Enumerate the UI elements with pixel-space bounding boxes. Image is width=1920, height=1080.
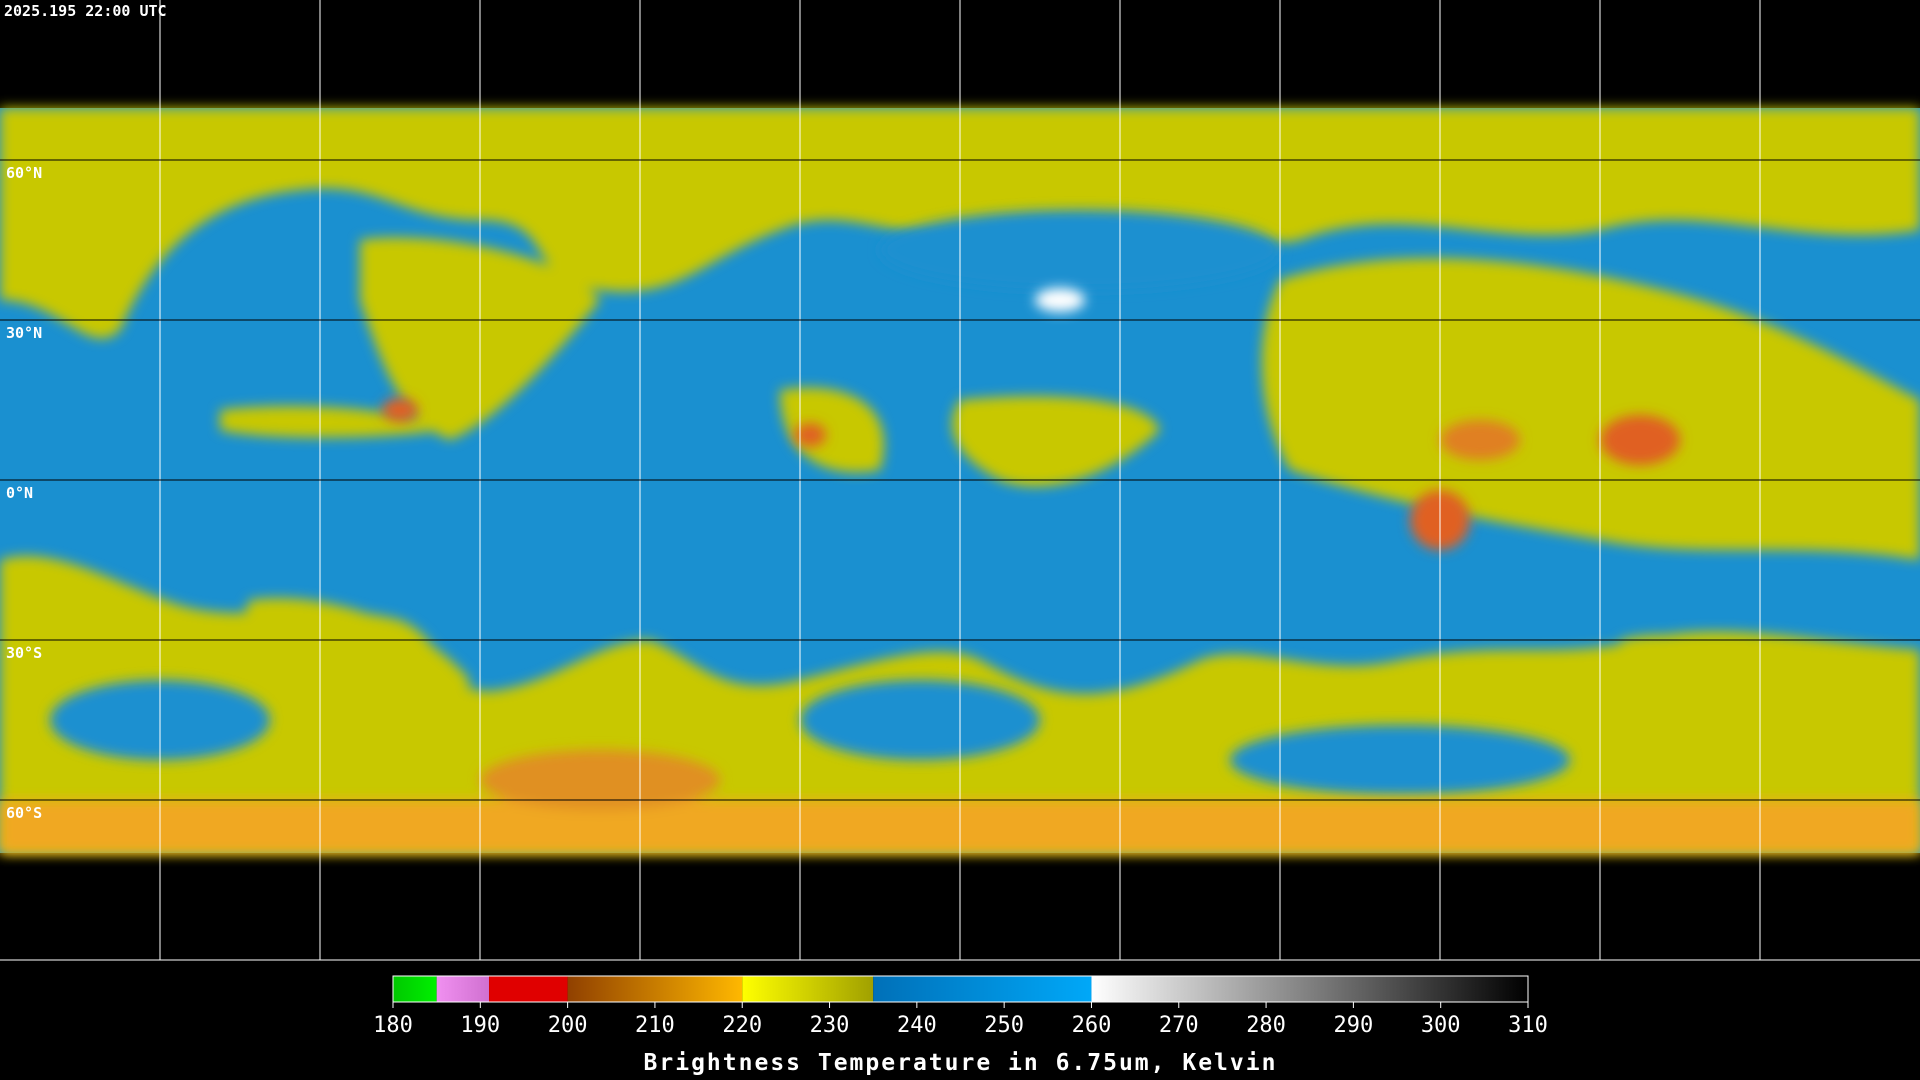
colorbar-segment <box>436 976 490 1002</box>
colorbar-tick-label: 230 <box>810 1013 850 1038</box>
lat-label: 60°S <box>6 804 42 822</box>
lat-label: 30°S <box>6 644 42 662</box>
colorbar-tick-label: 250 <box>984 1013 1024 1038</box>
colorbar-frame <box>392 975 1529 1003</box>
colorbar-tick-label: 300 <box>1421 1013 1461 1038</box>
colorbar-segment <box>742 976 874 1002</box>
lat-label: 60°N <box>6 164 42 182</box>
colorbar-tick-label: 220 <box>722 1013 762 1038</box>
colorbar-tick-label: 240 <box>897 1013 937 1038</box>
colorbar-tick-label: 190 <box>460 1013 500 1038</box>
colorbar-tick-label: 290 <box>1334 1013 1374 1038</box>
colorbar-segment <box>489 976 568 1002</box>
colorbar-tick-label: 270 <box>1159 1013 1199 1038</box>
colorbar-segment <box>567 976 743 1002</box>
colorbar-tick-label: 210 <box>635 1013 675 1038</box>
lat-label: 30°N <box>6 324 42 342</box>
colorbar-segment <box>1091 976 1528 1002</box>
colorbar-title: Brightness Temperature in 6.75um, Kelvin <box>644 1050 1278 1076</box>
graticule: 60°N 30°N 0°N 30°S 60°S <box>0 0 1920 960</box>
timestamp: 2025.195 22:00 UTC <box>4 2 167 20</box>
colorbar-segment <box>393 976 437 1002</box>
colorbar-tick-label: 280 <box>1246 1013 1286 1038</box>
colorbar: 180 190 200 210 220 230 240 250 260 270 280 290 300 3… <box>373 975 1548 1076</box>
colorbar-segment <box>873 976 1092 1002</box>
colorbar-tick-label: 200 <box>548 1013 588 1038</box>
colorbar-tick-label: 180 <box>373 1013 413 1038</box>
lat-label: 0°N <box>6 484 33 502</box>
colorbar-tick-label: 310 <box>1508 1013 1548 1038</box>
colorbar-tick-label: 260 <box>1072 1013 1112 1038</box>
